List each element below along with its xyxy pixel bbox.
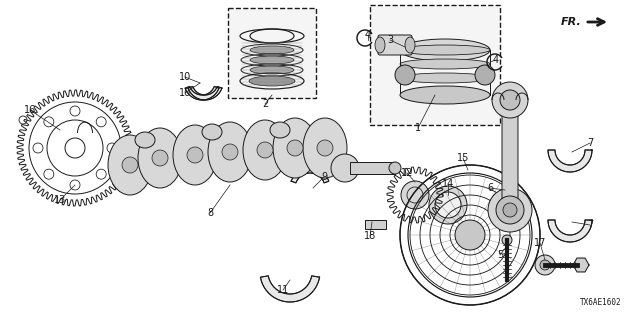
Circle shape bbox=[500, 90, 520, 110]
Ellipse shape bbox=[250, 66, 294, 74]
Text: FR.: FR. bbox=[561, 17, 582, 27]
Polygon shape bbox=[573, 258, 589, 272]
Circle shape bbox=[257, 142, 273, 158]
Ellipse shape bbox=[400, 73, 490, 83]
Text: 15: 15 bbox=[457, 153, 469, 163]
Polygon shape bbox=[291, 168, 329, 183]
FancyBboxPatch shape bbox=[502, 103, 518, 209]
Text: 2: 2 bbox=[262, 99, 268, 109]
Text: TX6AE1602: TX6AE1602 bbox=[580, 298, 622, 307]
Text: 6: 6 bbox=[487, 183, 493, 193]
Text: 13: 13 bbox=[54, 195, 66, 205]
Text: 14: 14 bbox=[442, 179, 454, 189]
Ellipse shape bbox=[108, 135, 152, 195]
Ellipse shape bbox=[243, 120, 287, 180]
Text: 3: 3 bbox=[387, 35, 393, 45]
Circle shape bbox=[122, 157, 138, 173]
Circle shape bbox=[503, 203, 517, 217]
Text: 11: 11 bbox=[277, 285, 289, 295]
Circle shape bbox=[488, 188, 532, 232]
FancyBboxPatch shape bbox=[350, 162, 395, 174]
Text: 5: 5 bbox=[497, 250, 503, 260]
FancyBboxPatch shape bbox=[365, 220, 385, 228]
Ellipse shape bbox=[400, 45, 490, 55]
Text: 8: 8 bbox=[207, 208, 213, 218]
Circle shape bbox=[492, 82, 528, 118]
Ellipse shape bbox=[273, 118, 317, 178]
Circle shape bbox=[475, 65, 495, 85]
Circle shape bbox=[152, 150, 168, 166]
Text: 7: 7 bbox=[587, 220, 593, 230]
Circle shape bbox=[455, 220, 485, 250]
Text: 9: 9 bbox=[321, 172, 327, 182]
Text: 1: 1 bbox=[415, 123, 421, 133]
FancyBboxPatch shape bbox=[370, 5, 500, 125]
Ellipse shape bbox=[400, 59, 490, 69]
Text: 16: 16 bbox=[24, 105, 36, 115]
Text: 10: 10 bbox=[179, 72, 191, 82]
Ellipse shape bbox=[202, 124, 222, 140]
Circle shape bbox=[287, 140, 303, 156]
Polygon shape bbox=[260, 276, 319, 302]
FancyBboxPatch shape bbox=[228, 8, 316, 98]
Circle shape bbox=[496, 196, 524, 224]
Circle shape bbox=[540, 260, 550, 270]
Circle shape bbox=[222, 144, 238, 160]
Ellipse shape bbox=[400, 86, 490, 104]
Ellipse shape bbox=[208, 122, 252, 182]
Ellipse shape bbox=[331, 154, 359, 182]
Ellipse shape bbox=[375, 37, 385, 53]
Text: 17: 17 bbox=[534, 238, 546, 248]
Text: 12: 12 bbox=[401, 168, 413, 178]
Circle shape bbox=[401, 181, 429, 209]
Polygon shape bbox=[548, 150, 592, 172]
Polygon shape bbox=[188, 86, 222, 100]
Ellipse shape bbox=[250, 56, 294, 64]
Ellipse shape bbox=[138, 128, 182, 188]
Circle shape bbox=[395, 65, 415, 85]
Ellipse shape bbox=[270, 122, 290, 138]
Ellipse shape bbox=[389, 162, 401, 174]
Ellipse shape bbox=[135, 132, 155, 148]
Circle shape bbox=[502, 235, 512, 245]
Circle shape bbox=[317, 140, 333, 156]
Ellipse shape bbox=[429, 186, 467, 224]
Circle shape bbox=[187, 147, 203, 163]
Ellipse shape bbox=[435, 192, 461, 218]
FancyBboxPatch shape bbox=[378, 35, 412, 55]
Polygon shape bbox=[548, 220, 592, 242]
Polygon shape bbox=[185, 86, 219, 100]
Ellipse shape bbox=[249, 76, 295, 86]
Text: 7: 7 bbox=[587, 138, 593, 148]
Text: 4: 4 bbox=[365, 30, 371, 40]
Ellipse shape bbox=[250, 46, 294, 54]
Text: 4: 4 bbox=[493, 55, 499, 65]
Ellipse shape bbox=[405, 37, 415, 53]
Text: 18: 18 bbox=[364, 231, 376, 241]
Ellipse shape bbox=[400, 39, 490, 61]
Ellipse shape bbox=[303, 118, 347, 178]
Text: 10: 10 bbox=[179, 88, 191, 98]
Ellipse shape bbox=[173, 125, 217, 185]
Circle shape bbox=[535, 255, 555, 275]
